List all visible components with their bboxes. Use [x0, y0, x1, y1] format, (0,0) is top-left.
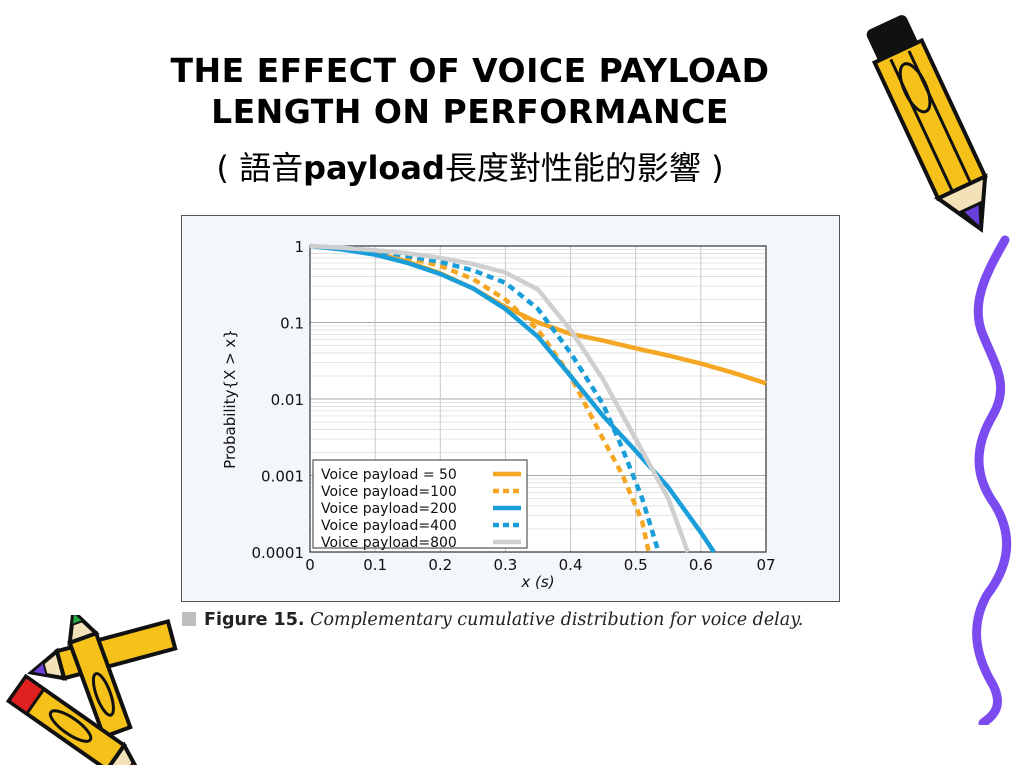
x-tick-label: 0.2 [428, 556, 452, 574]
slide-title-zh-open: ( 語音 [216, 149, 304, 187]
caption-figure-label: Figure 15. [204, 610, 305, 630]
y-tick-label: 0.001 [261, 468, 304, 486]
slide-title-zh-rest: 長度對性能的影響 ) [444, 149, 724, 187]
x-axis-label: x (s) [520, 573, 554, 591]
slide-title-zh-bold: payload [303, 149, 445, 187]
series-line-4 [309, 243, 690, 553]
y-tick-label: 0.0001 [252, 544, 305, 562]
x-tick-label: 07 [756, 556, 775, 574]
slide-title-line1: THE EFFECT OF VOICE PAYLOAD [170, 51, 770, 90]
crayon-icon [5, 615, 178, 765]
legend-label: Voice payload=400 [321, 518, 457, 534]
legend-label: Voice payload=100 [321, 484, 457, 500]
series-line-2 [309, 243, 716, 554]
x-tick-label: 0.5 [624, 556, 648, 574]
pencil-icon [866, 15, 988, 233]
x-tick-label: 0.6 [689, 556, 713, 574]
caption-square-icon [182, 612, 196, 626]
y-tick-label: 0.1 [280, 315, 304, 333]
axes-frame [309, 245, 767, 553]
x-tick-label: 0 [305, 556, 315, 574]
x-tick-label: 0.1 [363, 556, 387, 574]
y-tick-label: 1 [294, 238, 304, 256]
slide-title: THE EFFECT OF VOICE PAYLOAD LENGTH ON PE… [120, 50, 820, 132]
squiggle-line [972, 235, 1012, 725]
legend-box [312, 459, 528, 549]
slide-title-zh: ( 語音payload長度對性能的影響 ) [120, 148, 820, 188]
x-tick-label: 0.3 [493, 556, 517, 574]
y-tick-label: 0.01 [271, 391, 304, 409]
slide-title-line2: LENGTH ON PERFORMANCE [211, 92, 729, 131]
caption-text: Complementary cumulative distribution fo… [310, 610, 804, 630]
x-tick-label: 0.4 [559, 556, 583, 574]
legend-label: Voice payload = 50 [321, 467, 457, 483]
legend-label: Voice payload=800 [321, 535, 457, 551]
y-axis-label: Probability{X > x} [221, 329, 239, 469]
figure-caption: Figure 15. Complementary cumulative dist… [182, 610, 832, 631]
legend-label: Voice payload=200 [321, 501, 457, 517]
